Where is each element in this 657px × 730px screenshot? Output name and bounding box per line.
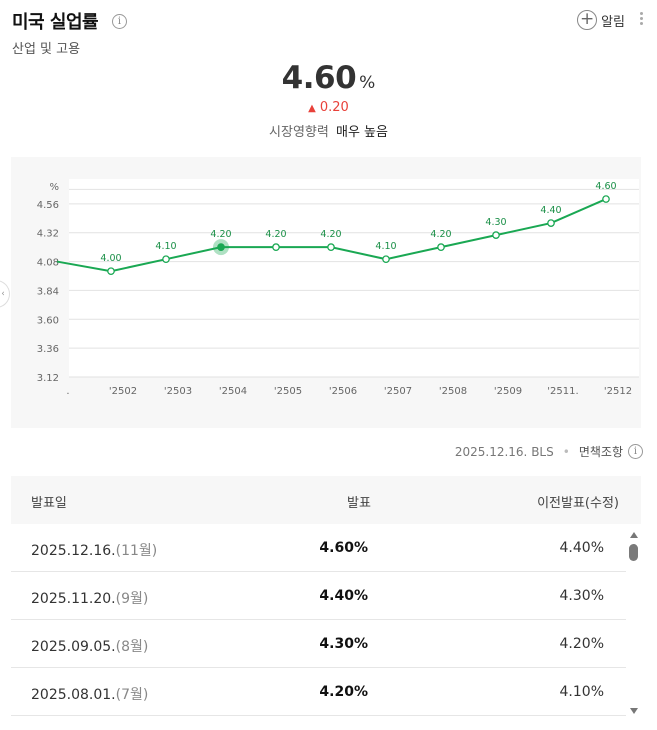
change-value: 0.20 [319,100,349,115]
x-tick-label: '2505 [274,386,302,397]
data-label: 4.60 [595,181,616,192]
table-scrollbar[interactable] [627,528,641,716]
impact-label: 시장영향력 [269,125,329,140]
data-label: 4.20 [210,229,231,240]
data-point [272,243,280,251]
data-label: 4.30 [485,217,506,228]
source-row: 2025.12.16. BLS • 면책조항 i [455,443,643,460]
data-label: 4.20 [265,229,286,240]
line-chart: % 3.12 3.36 3.60 3.84 4.08 4.32 4.56. '2502 '2503… [11,157,641,428]
release-date: 2025.12.16. [454,444,528,459]
x-tick-label: . [66,386,69,397]
data-label: 4.20 [430,229,451,240]
x-tick-label: '2503 [164,386,192,397]
info-icon[interactable]: i [112,14,127,29]
actual-cell: 4.30% [319,636,368,652]
actual-cell: 4.20% [319,684,368,700]
data-label: 4.00 [100,253,121,264]
release-date-cell: 2025.11.20.(9월) [31,591,149,607]
data-label: 4.20 [320,229,341,240]
y-tick-label: 4.08 [37,258,59,269]
release-table: 발표일 발표 이전발표(수정) 2025.12.16.(11월) 4.60% 4… [11,476,641,730]
current-value: 4.60 [281,60,357,96]
actual-cell: 4.60% [319,540,368,556]
disclaimer-link[interactable]: 면책조항 [578,445,623,459]
page-title: 미국 실업률 [12,12,99,33]
y-tick-label: 4.56 [37,200,59,211]
x-tick-label: '2511. [547,386,578,397]
market-impact: 시장영향력 매우 높음 [0,121,657,140]
x-tick-label: '2508 [439,386,467,397]
scroll-down-icon[interactable] [630,708,638,714]
alarm-label: 알림 [601,14,625,30]
x-tick-label: '2507 [384,386,412,397]
data-point [382,255,390,264]
column-header-date: 발표일 [31,496,67,511]
data-label: 4.40 [540,205,561,216]
table-row: 2025.11.20.(9월) 4.40% 4.30% [11,572,626,620]
info-icon[interactable]: i [628,444,643,459]
x-tick-label: '2509 [494,386,522,397]
y-tick-label: 3.60 [37,315,59,326]
y-axis-unit: % [49,182,59,193]
source-agency: BLS [531,444,554,459]
scroll-up-icon[interactable] [630,532,638,538]
more-vertical-icon[interactable] [637,10,645,30]
data-point [492,231,500,239]
y-tick-label: 3.12 [37,373,59,384]
x-tick-label: '2502 [109,386,137,397]
summary-block: 4.60% ▲ 0.20 시장영향력 매우 높음 [0,60,657,140]
table-row: 2025.12.16.(11월) 4.60% 4.40% [11,524,626,572]
data-label: 4.10 [155,241,176,252]
x-tick-label: '2506 [329,386,357,397]
release-date-cell: 2025.08.01.(7월) [31,687,149,703]
table-body: 2025.12.16.(11월) 4.60% 4.40% 2025.11.20.… [11,524,626,716]
change-indicator: ▲ 0.20 [0,100,657,115]
release-date-cell: 2025.09.05.(8월) [31,639,149,655]
table-row: 2025.08.01.(7월) 4.20% 4.10% [11,668,626,716]
widget-header: 미국 실업률 i 산업 및 고용 + 알림 [12,8,647,58]
column-header-actual: 발표 [347,496,371,511]
release-date-cell: 2025.12.16.(11월) [31,543,158,559]
previous-cell: 4.40% [559,540,604,556]
data-label: 4.10 [375,241,396,252]
separator: • [562,444,570,459]
scroll-thumb[interactable] [629,544,638,561]
y-tick-label: 3.36 [37,344,59,355]
table-row: 2025.09.05.(8월) 4.30% 4.20% [11,620,626,668]
data-point [107,267,115,276]
data-point [217,243,225,251]
y-tick-label: 4.32 [37,229,59,240]
previous-cell: 4.20% [559,636,604,652]
plus-icon: + [577,10,598,30]
alarm-button[interactable]: + 알림 [577,10,625,30]
data-point [162,255,170,264]
up-arrow-icon: ▲ [308,103,316,114]
table-header: 발표일 발표 이전발표(수정) [11,476,641,524]
x-tick-label: '2512 [604,386,632,397]
chart-svg: % 3.12 3.36 3.60 3.84 4.08 4.32 4.56. '2502 '2503… [37,179,639,397]
column-header-previous: 이전발표(수정) [537,496,619,511]
previous-cell: 4.30% [559,588,604,604]
category-subtitle: 산업 및 고용 [12,42,81,57]
y-tick-label: 3.84 [37,286,59,297]
x-tick-label: '2504 [219,386,247,397]
data-point [602,195,610,203]
actual-cell: 4.40% [319,588,368,604]
data-point [437,243,445,251]
previous-cell: 4.10% [559,684,604,700]
data-point [327,243,335,251]
impact-level: 매우 높음 [335,125,388,140]
value-unit: % [359,73,376,93]
chart-prev-button[interactable]: ‹ [0,280,10,308]
data-point [547,219,555,227]
plot-area [69,179,639,377]
